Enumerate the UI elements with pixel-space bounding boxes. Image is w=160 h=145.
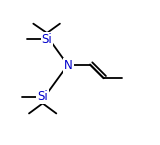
Text: Si: Si: [37, 90, 48, 103]
Text: N: N: [64, 59, 73, 72]
Text: Si: Si: [42, 33, 52, 46]
